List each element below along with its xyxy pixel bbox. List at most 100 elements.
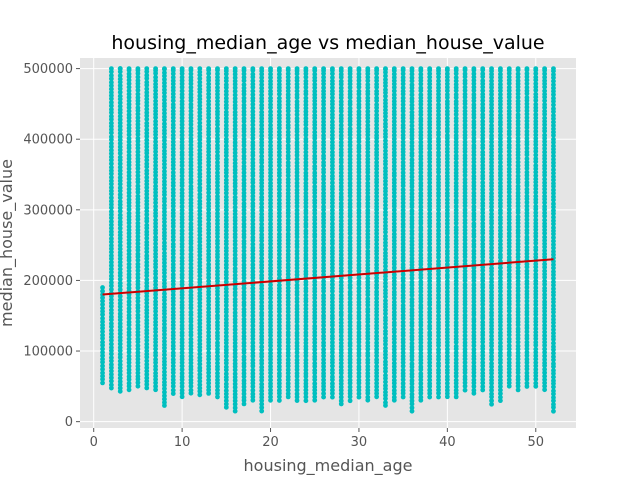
scatter-point: [285, 217, 291, 223]
scatter-point: [153, 159, 158, 165]
scatter-point: [498, 330, 503, 336]
scatter-point: [223, 357, 229, 363]
scatter-point: [330, 353, 335, 359]
scatter-point: [135, 312, 141, 318]
scatter-point: [162, 226, 167, 232]
scatter-point: [179, 214, 185, 220]
scatter-point: [206, 390, 212, 396]
scatter-point: [533, 346, 539, 352]
scatter-point: [453, 207, 459, 213]
scatter-point: [285, 248, 291, 254]
scatter-point: [268, 275, 273, 281]
scatter-point: [365, 136, 371, 142]
scatter-point: [276, 326, 282, 332]
scatter-point: [471, 227, 477, 233]
scatter-point: [409, 327, 415, 332]
scatter-point: [223, 326, 229, 332]
scatter-point: [188, 289, 194, 295]
scatter-point: [206, 85, 212, 90]
scatter-point: [321, 167, 326, 172]
scatter-point: [515, 129, 521, 134]
scatter-point: [153, 139, 158, 145]
scatter-point: [223, 404, 229, 410]
scatter-point: [391, 150, 397, 155]
scatter-point: [524, 333, 530, 338]
scatter-point: [533, 136, 539, 141]
scatter-point: [126, 306, 132, 311]
scatter-point: [250, 92, 256, 98]
scatter-point: [135, 162, 141, 168]
scatter-point: [391, 109, 397, 114]
scatter-point: [117, 141, 123, 146]
scatter-point: [206, 248, 212, 254]
scatter-point: [303, 142, 309, 148]
scatter-point: [259, 272, 265, 278]
scatter-point: [418, 85, 424, 91]
scatter-point: [321, 241, 326, 247]
scatter-point: [391, 285, 397, 291]
scatter-point: [338, 211, 344, 216]
scatter-point: [506, 299, 512, 304]
scatter-point: [453, 329, 459, 335]
scatter-point: [268, 116, 273, 121]
scatter-point: [294, 309, 300, 315]
scatter-point: [250, 88, 256, 94]
scatter-point: [312, 228, 318, 233]
scatter-point: [259, 109, 265, 115]
scatter-point: [144, 338, 150, 343]
scatter-point: [338, 112, 344, 118]
scatter-point: [303, 214, 309, 220]
scatter-point: [250, 336, 256, 342]
scatter-point: [321, 159, 326, 165]
scatter-point: [223, 214, 229, 220]
scatter-point: [179, 197, 185, 203]
scatter-point: [436, 299, 441, 305]
scatter-point: [391, 377, 397, 383]
scatter-point: [241, 378, 247, 383]
scatter-point: [312, 159, 318, 165]
scatter-point: [268, 66, 273, 71]
scatter-point: [498, 197, 503, 203]
scatter-point: [489, 384, 494, 390]
scatter-point: [471, 129, 477, 135]
scatter-point: [153, 241, 158, 247]
scatter-point: [259, 340, 265, 346]
scatter-point: [215, 102, 220, 108]
scatter-point: [365, 262, 371, 268]
scatter-point: [162, 97, 167, 103]
scatter-point: [223, 269, 229, 275]
scatter-point: [515, 159, 521, 165]
scatter-point: [365, 194, 371, 200]
scatter-point: [391, 105, 397, 111]
scatter-point: [542, 299, 548, 305]
scatter-point: [462, 213, 468, 219]
scatter-point: [135, 66, 141, 71]
scatter-point: [489, 228, 494, 234]
scatter-point: [498, 357, 503, 363]
scatter-point: [215, 95, 220, 101]
scatter-point: [232, 344, 238, 349]
scatter-point: [312, 323, 318, 329]
scatter-point: [197, 79, 203, 85]
scatter-point: [462, 166, 468, 172]
scatter-point: [135, 251, 141, 257]
scatter-point: [188, 357, 194, 363]
scatter-point: [153, 227, 158, 233]
scatter-point: [418, 255, 424, 261]
scatter-point: [215, 272, 220, 278]
scatter-point: [383, 352, 388, 358]
scatter-point: [383, 138, 388, 144]
scatter-point: [170, 248, 176, 254]
scatter-point: [188, 75, 194, 80]
scatter-point: [356, 279, 362, 284]
scatter-point: [215, 143, 220, 148]
scatter-point: [498, 265, 503, 271]
scatter-point: [117, 345, 123, 350]
scatter-point: [285, 323, 291, 329]
scatter-point: [374, 146, 380, 152]
scatter-point: [108, 287, 114, 292]
scatter-point: [542, 353, 548, 359]
scatter-point: [197, 198, 203, 204]
scatter-point: [383, 219, 388, 225]
scatter-point: [533, 193, 539, 199]
